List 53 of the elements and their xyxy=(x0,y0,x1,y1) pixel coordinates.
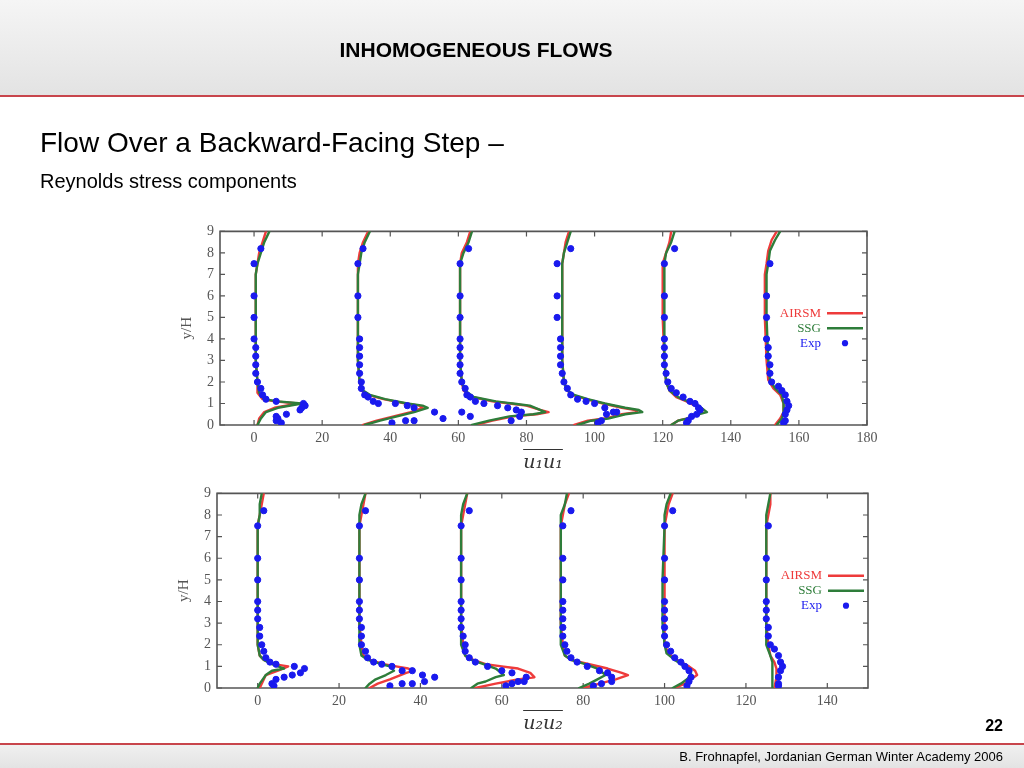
y-tick-label: 6 xyxy=(204,549,211,565)
chart-subtitle: Reynolds stress components xyxy=(40,170,297,193)
x-tick-label: 0 xyxy=(250,430,258,446)
y-tick-label: 9 xyxy=(204,485,211,501)
x-tick-label: 20 xyxy=(332,693,347,709)
y-tick-label: 2 xyxy=(207,373,214,389)
legend-label: AIRSM xyxy=(779,304,822,320)
chart-title: Flow Over a Backward-Facing Step – xyxy=(40,127,504,159)
y-tick-label: 5 xyxy=(207,309,214,325)
y-tick-label: 3 xyxy=(204,614,211,630)
x-axis-title: u₁u₁ xyxy=(523,450,563,472)
y-tick-label: 7 xyxy=(207,266,214,282)
x-tick-label: 140 xyxy=(816,693,838,709)
y-axis-title: y/H xyxy=(174,579,191,602)
x-tick-label: 80 xyxy=(519,430,534,446)
x-axis-title: u₂u₂ xyxy=(523,711,563,733)
x-tick-label: 120 xyxy=(652,430,674,446)
y-tick-label: 4 xyxy=(204,593,211,609)
x-tick-label: 20 xyxy=(315,430,330,446)
y-tick-label: 4 xyxy=(207,330,214,346)
x-tick-label: 120 xyxy=(735,693,757,709)
x-tick-label: 40 xyxy=(413,693,428,709)
y-tick-label: 2 xyxy=(204,636,211,652)
y-axis-title: y/H xyxy=(177,316,194,340)
x-tick-label: 60 xyxy=(451,430,466,446)
x-tick-label: 140 xyxy=(720,430,742,446)
x-tick-label: 100 xyxy=(584,430,606,446)
x-tick-label: 60 xyxy=(494,693,509,709)
legend-label: SSG xyxy=(798,582,822,598)
legend-label: SSG xyxy=(797,319,821,335)
y-tick-label: 0 xyxy=(204,679,211,695)
y-tick-label: 6 xyxy=(207,287,214,303)
x-tick-label: 100 xyxy=(654,693,676,709)
y-tick-label: 1 xyxy=(207,395,214,411)
y-tick-label: 1 xyxy=(204,658,211,674)
x-tick-label: 160 xyxy=(788,430,810,446)
x-tick-label: 80 xyxy=(576,693,591,709)
y-tick-label: 5 xyxy=(204,571,211,587)
x-tick-label: 0 xyxy=(254,693,262,709)
y-tick-label: 9 xyxy=(207,223,214,239)
y-tick-label: 8 xyxy=(204,506,211,522)
y-tick-label: 7 xyxy=(204,528,211,544)
y-tick-label: 0 xyxy=(207,416,214,432)
y-tick-label: 3 xyxy=(207,352,214,368)
legend-label: Exp xyxy=(800,334,821,350)
x-tick-label: 180 xyxy=(856,430,878,446)
text: B. Frohnapfel, Jordanian German Winter Academy 2006 xyxy=(679,749,1003,764)
legend-label: AIRSM xyxy=(780,567,823,583)
text: INHOMOGENEOUS FLOWS xyxy=(338,38,614,62)
legend-label: Exp xyxy=(801,597,822,613)
text: 22 xyxy=(985,717,1003,735)
x-tick-label: 40 xyxy=(383,430,398,446)
y-tick-label: 8 xyxy=(207,244,214,260)
